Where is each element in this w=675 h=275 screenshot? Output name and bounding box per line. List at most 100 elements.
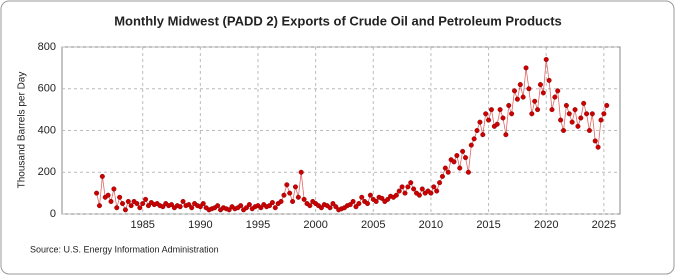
data-point [468,142,474,148]
data-point [200,201,206,207]
data-point [454,153,460,159]
data-point [189,205,195,211]
data-point [509,111,515,117]
x-tick-label: 2015 [476,219,500,231]
data-point [99,173,105,179]
data-point [586,127,592,133]
data-point [445,169,451,175]
data-point [134,201,140,207]
y-axis-label: Thousand Barrels per Day [17,72,28,189]
data-point [287,190,293,196]
data-point [197,204,203,210]
data-point [486,117,492,123]
data-point [569,119,575,125]
data-point [379,195,385,201]
data-point [503,132,509,138]
data-point [226,207,232,213]
data-point [552,94,558,100]
data-point [405,184,411,190]
data-point [598,117,604,123]
data-point [327,205,333,211]
data-point [402,190,408,196]
data-point [595,144,601,150]
data-point [451,159,457,165]
data-point [517,82,523,88]
data-point [365,201,371,207]
data-point [117,194,123,200]
data-point [105,192,111,198]
data-point [419,186,425,192]
data-point [120,201,126,207]
data-point [465,169,471,175]
data-point [122,207,128,213]
data-point [267,203,273,209]
data-point [523,65,529,71]
data-point [290,198,296,204]
x-tick-label: 1990 [188,219,212,231]
data-point [428,190,434,196]
data-point [529,111,535,117]
data-point [592,138,598,144]
data-point [125,198,131,204]
data-point [385,196,391,202]
data-point [318,205,324,211]
data-point [301,196,307,202]
data-point [439,173,445,179]
data-point [584,111,590,117]
data-point [488,107,494,113]
data-point [330,201,336,207]
data-point [145,203,151,209]
data-point [543,57,549,63]
data-point [506,102,512,108]
data-point [604,102,610,108]
data-point [520,94,526,100]
data-point [546,77,552,83]
data-point [483,111,489,117]
data-point [177,204,183,210]
data-point [295,194,301,200]
x-tick-label: 1985 [130,219,154,231]
data-point [238,203,244,209]
data-point [416,192,422,198]
data-point [457,165,463,171]
data-point [572,107,578,113]
data-point [258,205,264,211]
data-point [111,186,117,192]
data-point [563,102,569,108]
data-point [575,123,581,129]
data-point [269,200,275,206]
data-point [373,198,379,204]
data-point [540,90,546,96]
data-point [463,155,469,161]
y-tick-label: 600 [38,83,56,95]
data-point [442,165,448,171]
data-point [512,88,518,94]
source: Source: U.S. Energy Information Administ… [30,244,219,254]
data-point [96,203,102,209]
data-point [367,192,373,198]
data-point [243,205,249,211]
data-point [549,107,555,113]
data-point [128,203,134,209]
data-point [399,184,405,190]
data-point [307,203,313,209]
data-point [108,198,114,204]
data-point [494,121,500,127]
data-point [460,148,466,154]
data-point [558,117,564,123]
y-tick-label: 0 [50,208,56,220]
data-point [497,107,503,113]
data-point [514,96,520,102]
data-point [140,201,146,207]
data-point [215,203,221,209]
data-point [356,201,362,207]
data-point [284,182,290,188]
data-point [180,198,186,204]
data-point [477,119,483,125]
data-point [581,100,587,106]
data-point [393,192,399,198]
y-tick-label: 200 [38,166,56,178]
data-point [480,132,486,138]
data-point [535,107,541,113]
